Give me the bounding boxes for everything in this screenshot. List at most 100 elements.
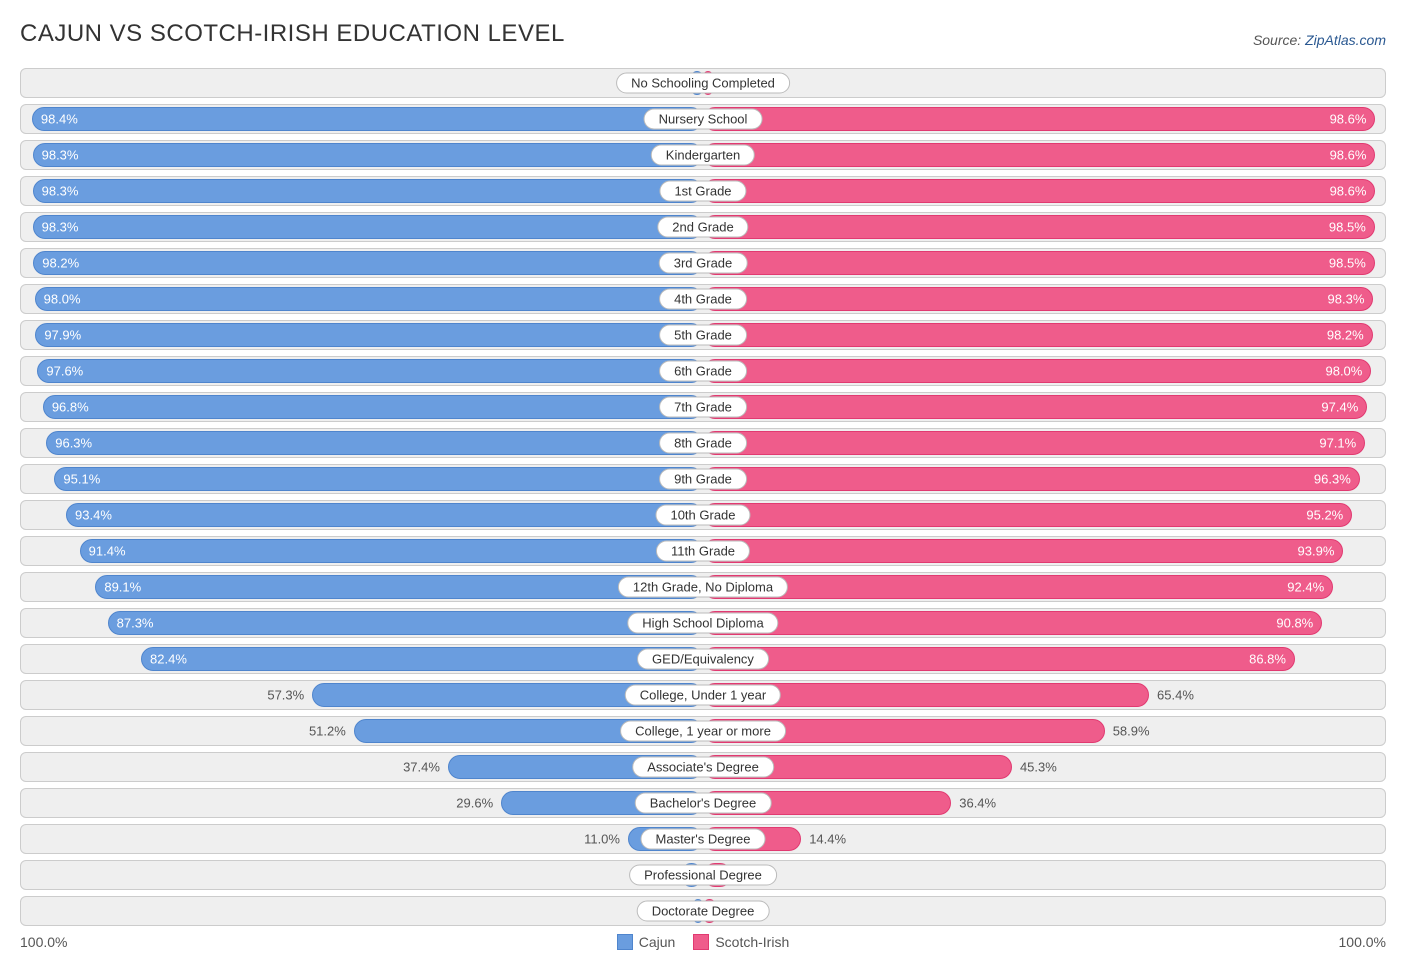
- bar-left: 96.3%: [46, 431, 703, 455]
- value-left: 91.4%: [89, 544, 126, 559]
- bar-left: 87.3%: [108, 611, 703, 635]
- bar-left: 98.0%: [35, 287, 703, 311]
- bar-left: 82.4%: [141, 647, 703, 671]
- bar-left: 95.1%: [54, 467, 703, 491]
- chart-row: 87.3% 90.8% High School Diploma: [20, 608, 1386, 638]
- value-right: 45.3%: [1020, 760, 1057, 775]
- row-label: 11th Grade: [656, 541, 750, 562]
- bar-right: 98.3%: [703, 287, 1373, 311]
- value-right: 65.4%: [1157, 688, 1194, 703]
- chart-row: 93.4% 95.2%10th Grade: [20, 500, 1386, 530]
- row-label: College, 1 year or more: [620, 721, 786, 742]
- bar-left: 93.4%: [66, 503, 703, 527]
- value-left: 51.2%: [309, 724, 346, 739]
- bar-right: 98.0%: [703, 359, 1371, 383]
- value-left: 37.4%: [403, 760, 440, 775]
- chart-row: 98.3%98.6%Kindergarten: [20, 140, 1386, 170]
- legend-label-right: Scotch-Irish: [715, 934, 789, 950]
- bar-right: 98.5%: [703, 215, 1375, 239]
- chart-row: 29.6%36.4%Bachelor's Degree: [20, 788, 1386, 818]
- row-label: 1st Grade: [659, 181, 746, 202]
- bar-left: 98.3%: [33, 179, 703, 203]
- legend-swatch-right: [693, 934, 709, 950]
- row-label: Doctorate Degree: [637, 901, 770, 922]
- bar-right: 90.8%: [703, 611, 1322, 635]
- value-left: 98.2%: [42, 256, 79, 271]
- value-left: 97.6%: [46, 364, 83, 379]
- chart-row: 98.3%98.6%1st Grade: [20, 176, 1386, 206]
- chart-footer: 100.0% Cajun Scotch-Irish 100.0%: [20, 934, 1386, 950]
- value-right: 98.3%: [1328, 292, 1365, 307]
- value-right: 86.8%: [1249, 652, 1286, 667]
- chart-source: Source: ZipAtlas.com: [1253, 32, 1386, 48]
- row-label: 3rd Grade: [659, 253, 748, 274]
- row-label: College, Under 1 year: [625, 685, 781, 706]
- row-label: GED/Equivalency: [637, 649, 769, 670]
- bar-right: 98.6%: [703, 107, 1375, 131]
- bar-right: 86.8%: [703, 647, 1295, 671]
- value-left: 93.4%: [75, 508, 112, 523]
- chart-row: 96.3%97.1%8th Grade: [20, 428, 1386, 458]
- bar-right: 98.6%: [703, 179, 1375, 203]
- bar-right: 98.2%: [703, 323, 1373, 347]
- chart-row: 97.9%98.2%5th Grade: [20, 320, 1386, 350]
- bar-right: 95.2%: [703, 503, 1352, 527]
- value-left: 98.3%: [42, 148, 79, 163]
- row-label: 10th Grade: [655, 505, 750, 526]
- chart-row: 89.1%92.4%12th Grade, No Diploma: [20, 572, 1386, 602]
- bar-left: 97.9%: [35, 323, 703, 347]
- value-right: 98.6%: [1330, 148, 1367, 163]
- chart-body: 1.7%1.5%No Schooling Completed 98.4% 98.6%…: [20, 68, 1386, 926]
- chart-row: 11.0% 14.4% Master's Degree: [20, 824, 1386, 854]
- row-label: 8th Grade: [659, 433, 747, 454]
- row-label: Associate's Degree: [632, 757, 774, 778]
- value-right: 98.5%: [1329, 256, 1366, 271]
- value-right: 98.2%: [1327, 328, 1364, 343]
- row-label: High School Diploma: [627, 613, 778, 634]
- row-label: Master's Degree: [641, 829, 766, 850]
- chart-row: 57.3%65.4%College, Under 1 year: [20, 680, 1386, 710]
- chart-row: 37.4% 45.3% Associate's Degree: [20, 752, 1386, 782]
- chart-row: 96.8%97.4%7th Grade: [20, 392, 1386, 422]
- value-left: 11.0%: [584, 832, 620, 847]
- row-label: 2nd Grade: [657, 217, 748, 238]
- chart-row: 51.2% 58.9% College, 1 year or more: [20, 716, 1386, 746]
- row-label: 6th Grade: [659, 361, 747, 382]
- chart-row: 1.7%1.5%No Schooling Completed: [20, 68, 1386, 98]
- value-right: 96.3%: [1314, 472, 1351, 487]
- row-label: 9th Grade: [659, 469, 747, 490]
- row-label: 4th Grade: [659, 289, 747, 310]
- value-left: 98.3%: [42, 220, 79, 235]
- bar-left: 98.2%: [33, 251, 703, 275]
- source-label: Source:: [1253, 32, 1301, 48]
- value-right: 98.5%: [1329, 220, 1366, 235]
- legend-swatch-left: [617, 934, 633, 950]
- bar-right: 97.4%: [703, 395, 1367, 419]
- axis-right-max: 100.0%: [1339, 934, 1386, 950]
- value-right: 58.9%: [1113, 724, 1150, 739]
- row-label: Nursery School: [644, 109, 763, 130]
- value-right: 98.0%: [1325, 364, 1362, 379]
- bar-left: 98.3%: [33, 215, 703, 239]
- chart-header: CAJUN VS SCOTCH-IRISH EDUCATION LEVEL So…: [20, 20, 1386, 48]
- value-left: 95.1%: [63, 472, 100, 487]
- source-link[interactable]: ZipAtlas.com: [1305, 32, 1386, 48]
- bar-right: 92.4%: [703, 575, 1333, 599]
- bar-left: 89.1%: [95, 575, 703, 599]
- chart-row: 98.3% 98.5% 2nd Grade: [20, 212, 1386, 242]
- value-right: 14.4%: [809, 832, 846, 847]
- bar-right: 97.1%: [703, 431, 1365, 455]
- chart-row: 98.0% 98.3% 4th Grade: [20, 284, 1386, 314]
- chart-title: CAJUN VS SCOTCH-IRISH EDUCATION LEVEL: [20, 20, 565, 48]
- chart-row: 98.2% 98.5% 3rd Grade: [20, 248, 1386, 278]
- bar-right: 96.3%: [703, 467, 1360, 491]
- value-right: 98.6%: [1330, 112, 1367, 127]
- chart-row: 91.4%93.9%11th Grade: [20, 536, 1386, 566]
- bar-left: 96.8%: [43, 395, 703, 419]
- row-label: No Schooling Completed: [616, 73, 790, 94]
- value-left: 98.4%: [41, 112, 78, 127]
- value-right: 90.8%: [1276, 616, 1313, 631]
- value-right: 97.4%: [1321, 400, 1358, 415]
- value-left: 97.9%: [44, 328, 81, 343]
- legend-item-right: Scotch-Irish: [693, 934, 789, 950]
